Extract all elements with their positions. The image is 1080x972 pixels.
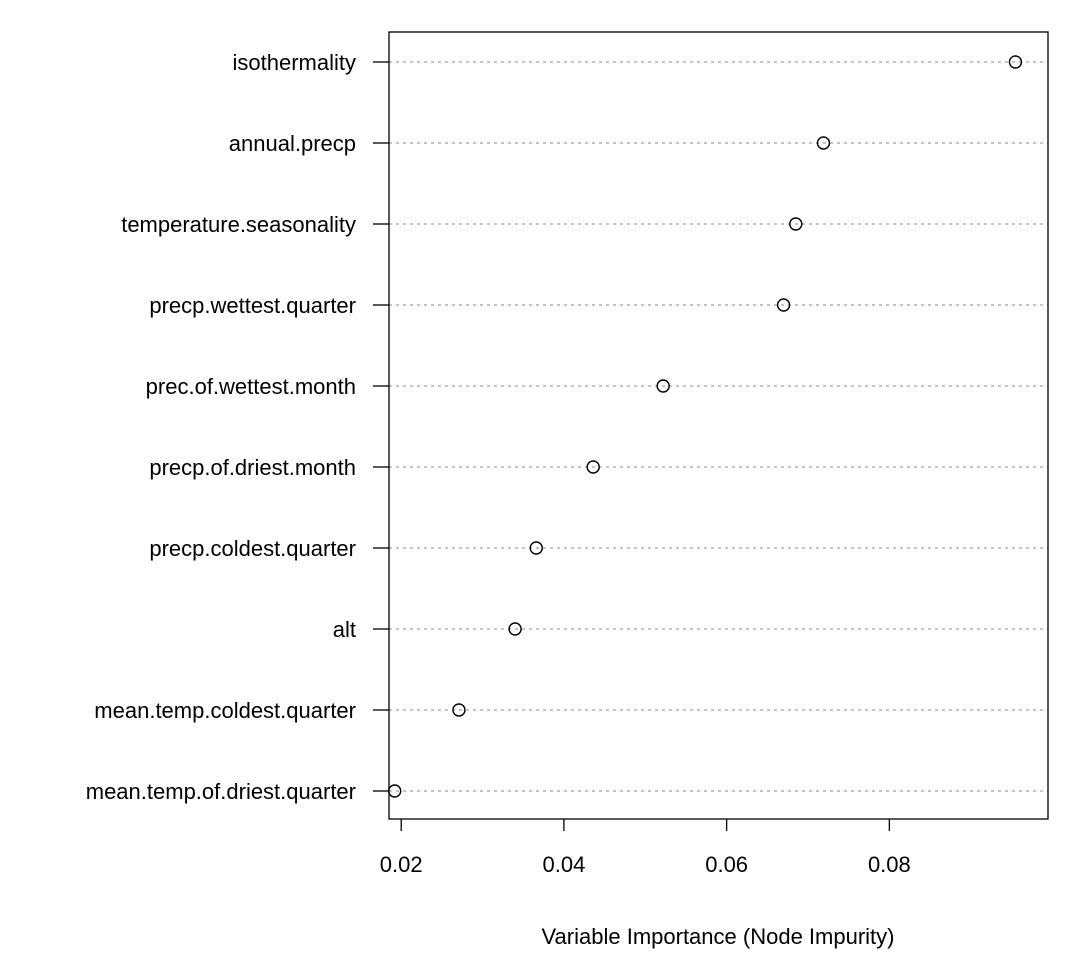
- data-point: [776, 298, 791, 312]
- data-point: [1008, 55, 1023, 69]
- category-label: prec.of.wettest.month: [146, 374, 356, 399]
- data-point: [508, 622, 522, 636]
- category-label: temperature.seasonality: [121, 212, 356, 237]
- category-label: mean.temp.of.driest.quarter: [86, 779, 356, 804]
- plot-frame: [388, 31, 1049, 820]
- x-tick-label: 0.04: [543, 852, 586, 877]
- tick-layer: [373, 61, 891, 831]
- data-point: [586, 460, 600, 474]
- category-label: alt: [333, 617, 356, 642]
- category-label: mean.temp.coldest.quarter: [94, 698, 356, 723]
- category-label: precp.coldest.quarter: [149, 536, 356, 561]
- x-axis-title: Variable Importance (Node Impurity): [542, 924, 895, 949]
- data-point: [452, 703, 466, 717]
- category-label: annual.precp: [229, 131, 356, 156]
- x-tick-label: 0.02: [380, 852, 423, 877]
- category-label: precp.of.driest.month: [149, 455, 356, 480]
- data-point: [816, 136, 831, 150]
- data-point: [656, 379, 670, 393]
- x-tick-label: 0.06: [705, 852, 748, 877]
- category-label: isothermality: [233, 50, 356, 75]
- data-point: [789, 217, 803, 231]
- x-tick-label: 0.08: [868, 852, 911, 877]
- label-layer: isothermality annual.precp temperature.sea…: [86, 50, 911, 877]
- category-label: precp.wettest.quarter: [149, 293, 356, 318]
- gridline-layer: [389, 61, 1048, 792]
- data-point: [529, 541, 543, 555]
- point-layer: [387, 55, 1023, 798]
